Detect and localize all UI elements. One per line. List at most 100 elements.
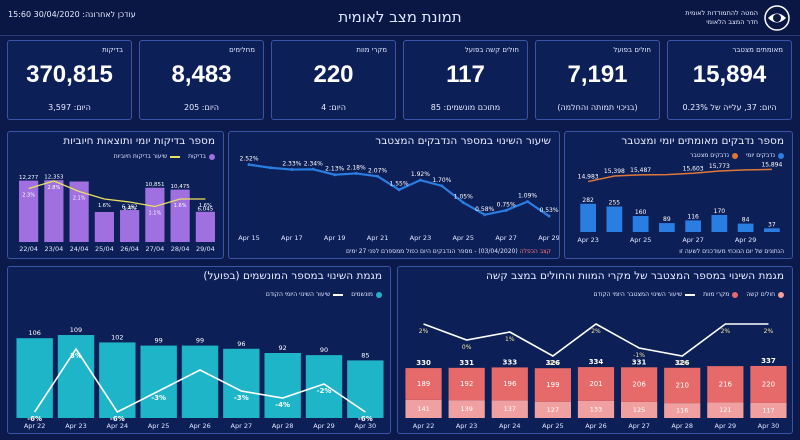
data-label: 192 bbox=[460, 380, 473, 388]
tick-label: Apr 25 bbox=[148, 422, 170, 430]
data-point bbox=[397, 188, 401, 192]
logo-line-1: המטה להתמודדות לאומית bbox=[685, 9, 758, 17]
data-label: 99 bbox=[196, 337, 204, 345]
tick-label: Apr 26 bbox=[585, 422, 607, 430]
data-label: 206 bbox=[632, 381, 646, 389]
panel-tests[interactable]: מספר בדיקות יומי ותוצאות חיוביות בדיקות … bbox=[7, 131, 224, 259]
kpi-sub: היום: 37, עלייה של 0.23% bbox=[682, 103, 777, 112]
kpi-sub: היום: 4 bbox=[321, 103, 346, 112]
tests-chart: 12,277 12,353 6,392 10,851 10,475 6,045 2.3% 2.… bbox=[19, 175, 215, 253]
eye-icon bbox=[764, 5, 790, 31]
data-label: 15,603 bbox=[683, 165, 704, 172]
data-label: 0.58% bbox=[475, 206, 494, 213]
data-point bbox=[376, 174, 380, 178]
kpi-deaths[interactable]: מקרי מוות 220 היום: 4 bbox=[271, 40, 396, 120]
kpi-value: 8,483 bbox=[171, 61, 232, 88]
kpi-value: 370,815 bbox=[26, 61, 113, 88]
data-label: -6% bbox=[358, 415, 373, 423]
bar bbox=[120, 210, 140, 242]
data-label: 141 bbox=[417, 405, 429, 413]
bar-deaths bbox=[534, 368, 571, 402]
bar bbox=[19, 180, 39, 242]
kpi-severe[interactable]: חולים קשה בפועל 117 מתוכם מונשמים: 85 bbox=[403, 40, 528, 120]
tick-label: Apr 29 bbox=[313, 422, 335, 430]
bar bbox=[94, 212, 114, 242]
ventilated-chart: 106 109 102 99 99 96 92 90 85 -6% 3% -6% -3% -3% -4% -2… bbox=[16, 326, 384, 430]
kpi-value: 117 bbox=[446, 61, 485, 88]
series-line bbox=[28, 180, 206, 208]
data-label: 0.53% bbox=[539, 207, 558, 214]
data-label: 1.6% bbox=[174, 203, 187, 209]
data-label: 220 bbox=[762, 380, 775, 388]
data-label: 0.75% bbox=[497, 201, 516, 208]
bar bbox=[57, 335, 95, 418]
kpi-value: 7,191 bbox=[567, 61, 628, 88]
data-label: 15,398 bbox=[604, 168, 625, 175]
data-point bbox=[504, 208, 508, 212]
data-label: -1% bbox=[633, 352, 645, 359]
bar-severe bbox=[621, 401, 658, 418]
data-point bbox=[483, 213, 487, 217]
kpi-label: מחלימים bbox=[229, 46, 255, 54]
data-label: 10,475 bbox=[171, 184, 191, 190]
data-label: -4% bbox=[275, 401, 290, 409]
panel-title: מספר בדיקות יומי ותוצאות חיוביות bbox=[63, 135, 215, 147]
data-label: 84 bbox=[742, 217, 750, 224]
doubling-text: (03/04/2020) - מספר הנדבקים היום כפול ממ… bbox=[346, 248, 518, 255]
data-label: 12,277 bbox=[19, 175, 39, 181]
tick-label: Apr 19 bbox=[324, 234, 346, 242]
legend-tests: בדיקות bbox=[188, 153, 215, 160]
tick-label: Apr 25 bbox=[542, 422, 564, 430]
bar-deaths bbox=[405, 368, 442, 400]
legend-deaths: מקרי מוות bbox=[703, 291, 739, 298]
legend-positive: שיעור בדיקות חיוביות bbox=[114, 153, 181, 160]
panel-daily-confirmed[interactable]: מספר נדבקים מאומתים יומי ומצטבר נדבקים י… bbox=[564, 131, 793, 259]
tick-label: Apr 23 bbox=[456, 422, 478, 430]
data-label: 121 bbox=[719, 406, 731, 414]
tick-label: Apr 26 bbox=[189, 422, 211, 430]
tick-label: Apr 27 bbox=[231, 422, 253, 430]
panel-severe-deaths[interactable]: מגמת השינוי במספר המצטבר של מקרי המוות ו… bbox=[397, 266, 793, 434]
data-label: 1% bbox=[505, 336, 515, 343]
data-label: 199 bbox=[546, 381, 559, 389]
data-point bbox=[547, 214, 551, 218]
series-line bbox=[423, 323, 769, 357]
doubling-note: קצב הכפלה (03/04/2020) - מספר הנדבקים הי… bbox=[346, 248, 551, 255]
panel-growth-rate[interactable]: שיעור השינוי במספר הנדבקים המצטבר 2.52% 2… bbox=[228, 131, 560, 259]
data-label: 2.1% bbox=[73, 196, 86, 202]
tick-label: 27/04 bbox=[146, 245, 165, 253]
kpi-tests[interactable]: בדיקות 370,815 היום: 3,597 bbox=[7, 40, 132, 120]
bar bbox=[632, 216, 649, 232]
data-label: 1.09% bbox=[518, 193, 537, 200]
tick-label: 22/04 bbox=[19, 245, 38, 253]
tick-label: Apr 23 bbox=[65, 422, 87, 430]
data-label: 10,851 bbox=[145, 182, 164, 188]
kpi-sub: היום: 205 bbox=[183, 103, 220, 112]
bar bbox=[305, 355, 343, 418]
kpi-label: מאומתים מצטבר bbox=[732, 46, 783, 54]
logo: המטה להתמודדות לאומית חדר המצב הלאומי bbox=[685, 5, 790, 31]
bar-severe bbox=[750, 402, 787, 418]
data-label: 1.1% bbox=[149, 211, 162, 217]
panel-ventilated[interactable]: מגמת השינוי במספר המונשמים (בפועל) מונשמ… bbox=[7, 266, 391, 434]
kpi-recovered[interactable]: מחלימים 8,483 היום: 205 bbox=[139, 40, 264, 120]
data-label: 210 bbox=[676, 381, 689, 389]
kpi-confirmed[interactable]: מאומתים מצטבר 15,894 היום: 37, עלייה של … bbox=[667, 40, 792, 120]
data-label: -2% bbox=[547, 360, 559, 367]
bar bbox=[685, 220, 701, 232]
data-label: 1.70% bbox=[432, 177, 451, 184]
bar bbox=[264, 353, 301, 418]
data-label: 216 bbox=[719, 380, 733, 388]
bar bbox=[606, 206, 623, 232]
data-label: -2% bbox=[317, 387, 332, 395]
doubling-label: קצב הכפלה bbox=[519, 248, 551, 255]
data-label: 90 bbox=[320, 346, 328, 354]
data-label: -6% bbox=[110, 415, 125, 423]
kpi-active[interactable]: חולים בפועל 7,191 (בניכוי תמותה והחלמה) bbox=[535, 40, 660, 120]
data-label: 2% bbox=[764, 328, 774, 335]
data-label: 14,983 bbox=[578, 174, 599, 181]
tick-label: Apr 30 bbox=[355, 422, 377, 430]
data-label: 139 bbox=[460, 405, 472, 413]
chart-legend: בדיקות שיעור בדיקות חיוביות bbox=[114, 153, 215, 160]
bar bbox=[170, 189, 190, 242]
